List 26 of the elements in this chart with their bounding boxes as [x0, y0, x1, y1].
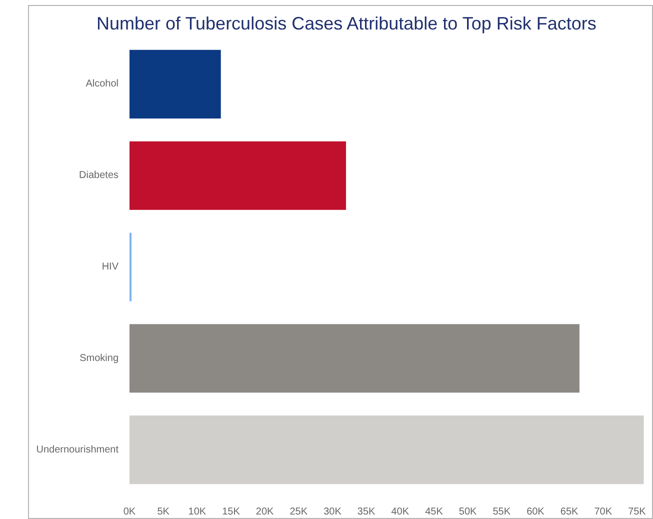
bar: [130, 416, 644, 484]
bar: [130, 324, 580, 393]
x-tick-label: 70K: [594, 506, 612, 518]
x-tick-label: 5K: [157, 506, 170, 518]
y-tick-label: Smoking: [80, 352, 118, 364]
x-tick-label: 30K: [324, 506, 342, 518]
x-tick-label: 15K: [222, 506, 240, 518]
y-tick-label: Diabetes: [79, 170, 118, 182]
x-tick-label: 20K: [256, 506, 274, 518]
bar: [130, 50, 221, 118]
x-tick-label: 65K: [560, 506, 579, 518]
y-tick-label: Alcohol: [86, 78, 119, 90]
y-tick-label: Undernourishment: [36, 444, 119, 456]
x-tick-label: 35K: [357, 506, 376, 518]
x-tick-label: 50K: [458, 506, 478, 518]
bar: [130, 141, 346, 210]
x-tick-label: 55K: [492, 506, 511, 518]
x-tick-label: 75K: [628, 506, 646, 518]
x-tick-label: 40K: [391, 506, 410, 518]
x-tick-label: 45K: [425, 506, 444, 518]
x-tick-label: 25K: [290, 506, 308, 518]
x-tick-label: 0K: [123, 506, 136, 518]
text: Number of Tuberculosis Cases Attributable to Top Risk Factors: [96, 14, 596, 34]
x-tick-label: 60K: [526, 506, 545, 518]
y-tick-label: HIV: [102, 262, 119, 272]
x-tick-label: 10K: [188, 506, 206, 518]
